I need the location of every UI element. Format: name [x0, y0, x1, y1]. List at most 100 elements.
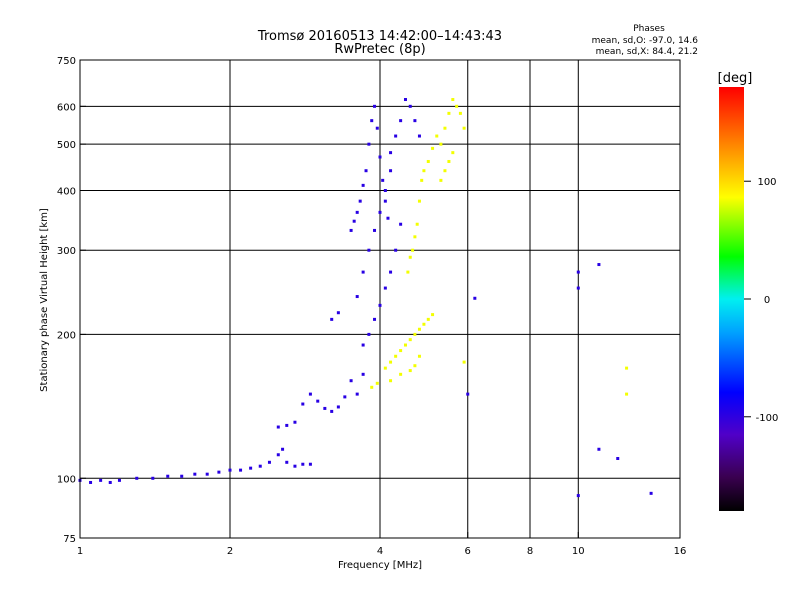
- data-point: [413, 235, 417, 239]
- data-point: [399, 222, 403, 226]
- colorbar-ticks: 100 0 -100: [744, 177, 778, 424]
- data-point: [370, 385, 374, 389]
- data-point: [89, 480, 93, 484]
- data-point: [399, 119, 403, 123]
- data-point: [135, 476, 139, 480]
- data-point: [375, 126, 379, 130]
- x-axis: 1 2 4 6 8 10 16: [77, 532, 687, 557]
- data-point: [330, 409, 334, 413]
- data-point: [462, 360, 466, 364]
- data-point: [394, 354, 398, 358]
- data-point: [451, 98, 455, 102]
- data-point: [367, 142, 371, 146]
- data-point: [383, 199, 387, 203]
- data-point: [267, 460, 271, 464]
- data-point: [383, 286, 387, 290]
- data-point: [394, 134, 398, 138]
- y-tick-label: 75: [63, 534, 76, 545]
- data-point: [462, 126, 466, 130]
- x-tick-label: 16: [674, 546, 687, 557]
- y-tick-label: 600: [57, 102, 76, 113]
- data-point: [389, 360, 393, 364]
- x-axis-label: Frequency [MHz]: [338, 560, 422, 571]
- x-tick-label: 10: [572, 546, 585, 557]
- data-point: [378, 303, 382, 307]
- data-point: [408, 369, 412, 373]
- data-point: [389, 169, 393, 173]
- data-point: [616, 456, 620, 460]
- data-point: [193, 472, 197, 476]
- data-point: [439, 142, 443, 146]
- data-point: [355, 295, 359, 299]
- data-point: [389, 151, 393, 155]
- data-point: [408, 338, 412, 342]
- data-point: [649, 491, 653, 495]
- data-point: [625, 392, 629, 396]
- data-point: [367, 248, 371, 252]
- x-tick-label: 4: [377, 546, 383, 557]
- data-point: [417, 134, 421, 138]
- data-point: [276, 425, 280, 429]
- data-point: [408, 255, 412, 259]
- data-point: [399, 372, 403, 376]
- phase-stats-o: mean, sd,O: -97.0, 14.6: [592, 36, 699, 46]
- data-point: [276, 453, 280, 457]
- data-point: [417, 354, 421, 358]
- data-point: [330, 317, 334, 321]
- data-point: [394, 248, 398, 252]
- y-tick-label: 400: [57, 186, 76, 197]
- x-tick-label: 1: [77, 546, 83, 557]
- data-point: [361, 270, 365, 274]
- data-point: [378, 155, 382, 159]
- data-point: [375, 381, 379, 385]
- data-point: [361, 183, 365, 187]
- data-point: [473, 296, 477, 300]
- data-point: [367, 332, 371, 336]
- phase-stats-title: Phases: [633, 24, 665, 34]
- data-point: [364, 169, 368, 173]
- data-point: [413, 332, 417, 336]
- data-point: [323, 406, 327, 410]
- data-point: [386, 216, 390, 220]
- data-point: [349, 379, 353, 383]
- data-point: [285, 423, 289, 427]
- data-point: [426, 317, 430, 321]
- data-point: [422, 169, 426, 173]
- y-axis: 75 100 200 300 400 500 600 750: [57, 56, 86, 545]
- y-tick-label: 100: [57, 474, 76, 485]
- data-point: [417, 199, 421, 203]
- data-point: [205, 472, 209, 476]
- data-point: [99, 478, 103, 482]
- data-point: [249, 466, 253, 470]
- data-point: [597, 447, 601, 451]
- y-tick-label: 750: [57, 56, 76, 67]
- chart-title: Tromsø 20160513 14:42:00–14:43:43: [257, 29, 502, 44]
- data-point: [361, 343, 365, 347]
- data-point: [355, 210, 359, 214]
- data-point: [293, 420, 297, 424]
- data-point: [117, 478, 121, 482]
- data-point: [383, 188, 387, 192]
- data-point: [411, 248, 415, 252]
- data-point: [301, 402, 305, 406]
- data-point: [413, 119, 417, 123]
- data-point: [403, 98, 407, 102]
- data-point: [422, 322, 426, 326]
- y-tick-label: 200: [57, 330, 76, 341]
- data-point: [336, 311, 340, 315]
- data-point: [389, 270, 393, 274]
- data-point: [431, 146, 435, 150]
- y-tick-label: 500: [57, 140, 76, 151]
- data-point: [420, 178, 424, 182]
- data-point: [408, 104, 412, 108]
- data-point: [308, 392, 312, 396]
- data-point: [435, 134, 439, 138]
- data-point: [443, 169, 447, 173]
- data-point: [108, 480, 112, 484]
- colorbar-label: [deg]: [718, 71, 753, 86]
- data-point: [458, 111, 462, 115]
- data-point: [373, 104, 377, 108]
- y-tick-label: 300: [57, 246, 76, 257]
- phase-colorbar: [719, 87, 744, 511]
- data-point: [180, 474, 184, 478]
